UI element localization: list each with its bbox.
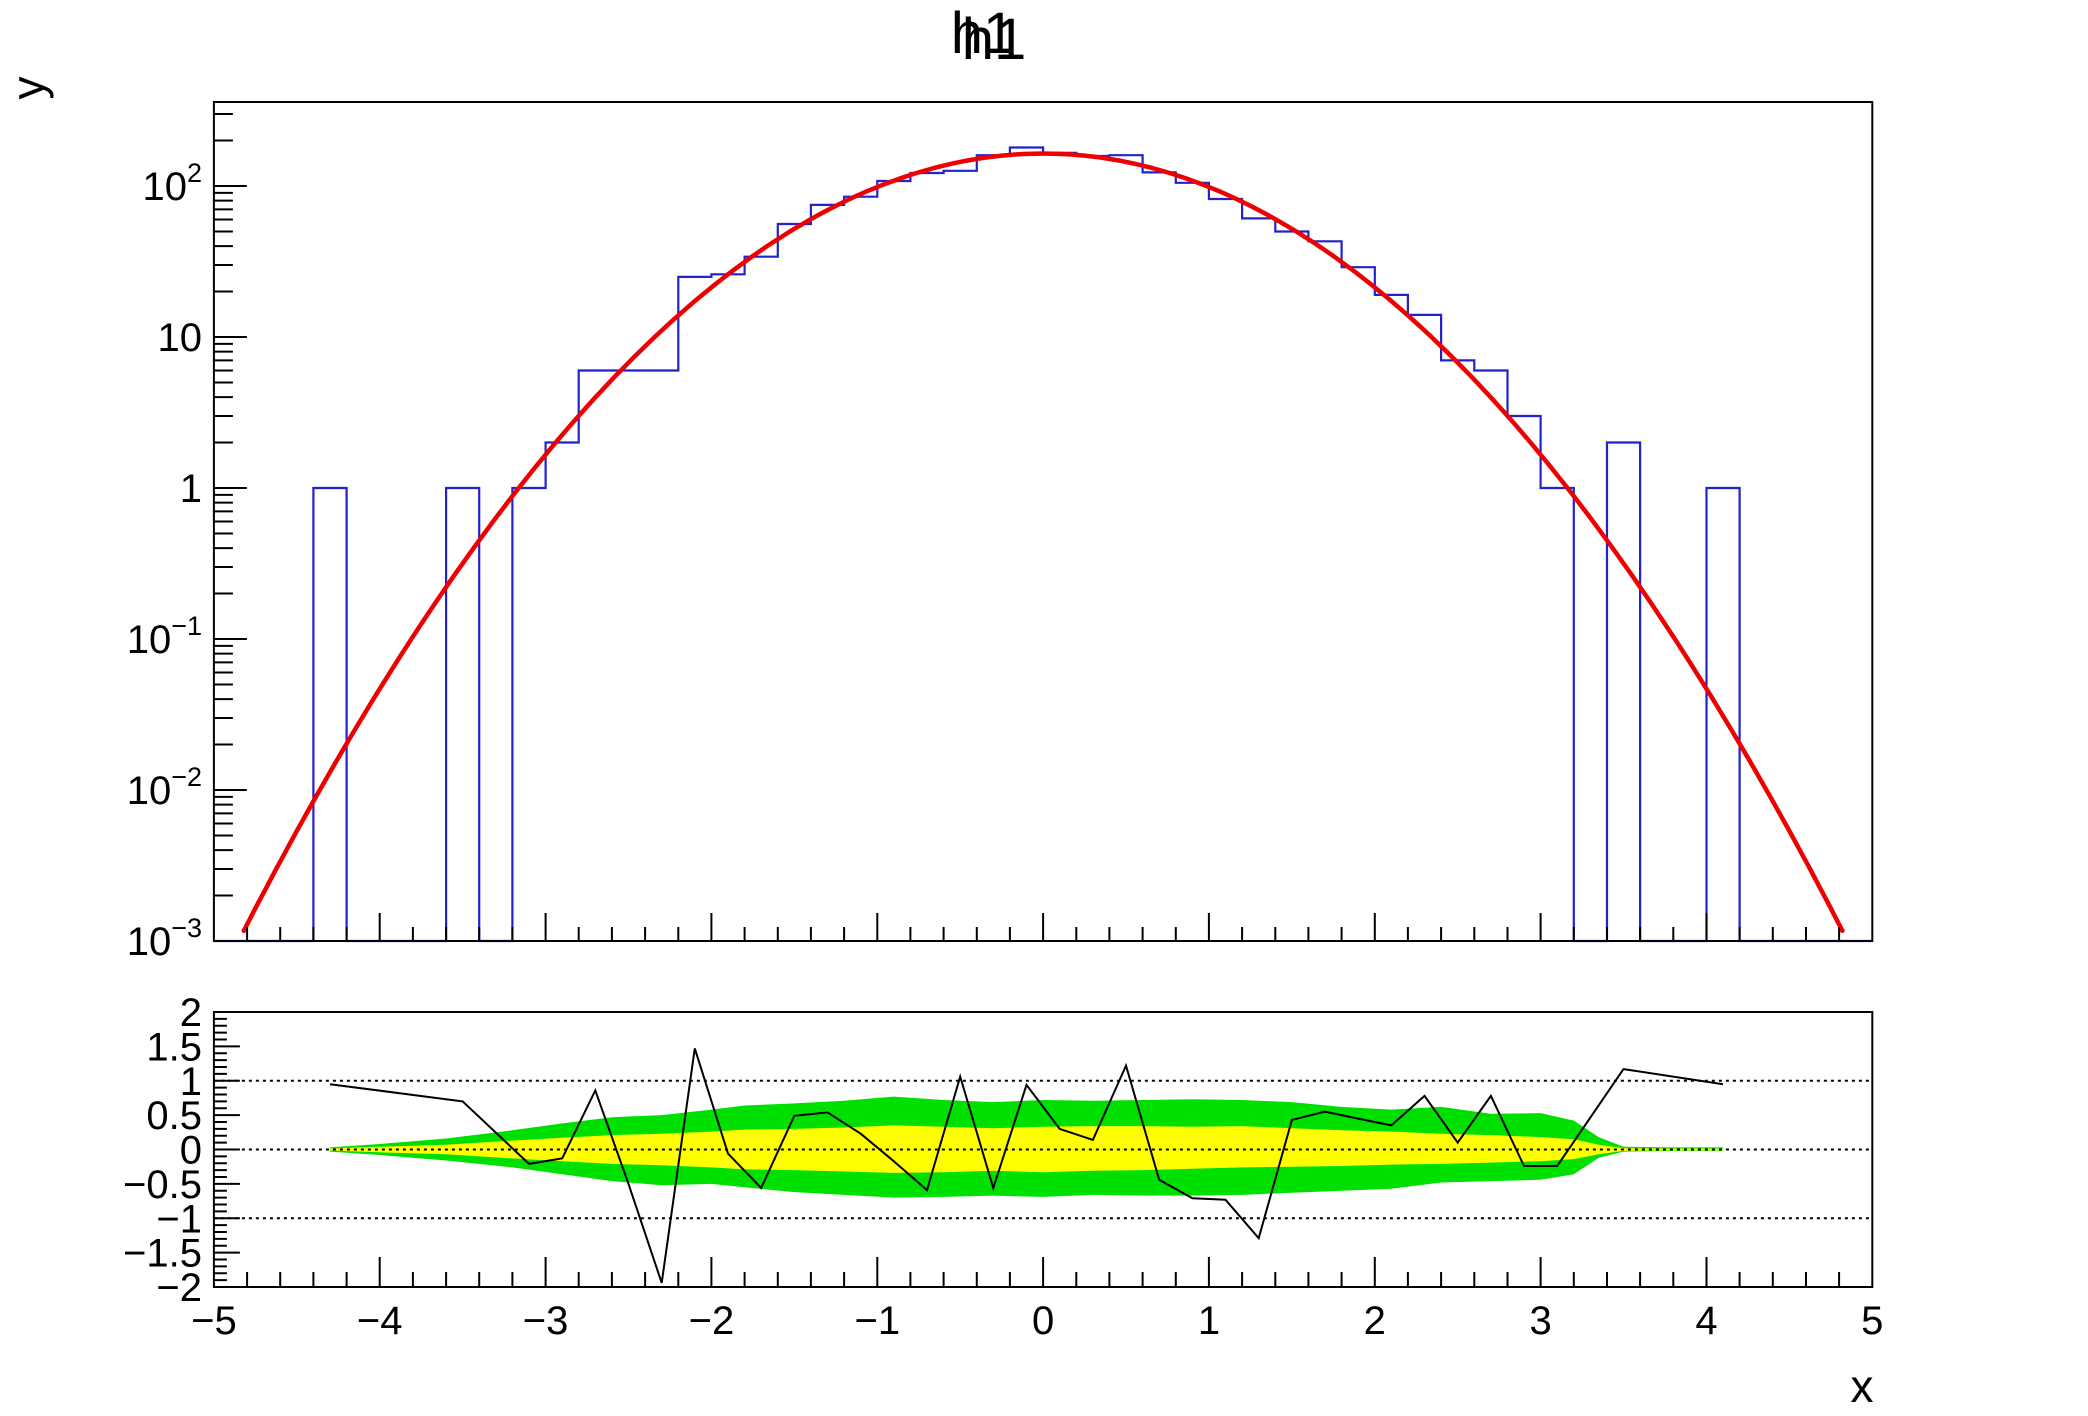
x-tick-label: −3: [523, 1299, 569, 1343]
y-ratio-tick-label: 1: [180, 1060, 202, 1104]
pull-line: [329, 1048, 1724, 1284]
x-tick-label: 2: [1364, 1299, 1386, 1343]
ratio-major-ticks: [213, 1011, 1708, 1288]
main-pad-frame: [212, 101, 1874, 942]
y-ratio-tick-label: −2: [156, 1266, 202, 1310]
y-main-tick-label: 10−1: [127, 611, 202, 662]
chart-title: h1: [961, 7, 1027, 72]
y-ratio-tick-label: −1: [156, 1197, 202, 1241]
main-pad-ticks: [213, 113, 1841, 942]
x-axis-title: x: [1851, 1360, 1874, 1412]
ratio-pad-ticks: [213, 1011, 1841, 1288]
y-main-tick-label: 10−3: [127, 913, 202, 964]
y-ratio-tick-label: 0: [180, 1129, 202, 1173]
y-axis-title: y: [2, 77, 54, 100]
y-main-tick-label: 102: [142, 158, 202, 209]
x-tick-label: −4: [357, 1299, 403, 1343]
y-main-tick-label: 1: [180, 467, 202, 511]
ratio-pad-tick-labels: 21.510.50−0.5−1−1.5−2−5 −4 −3 −2 −1 0 1 2 3 4 5: [123, 991, 1883, 1343]
ratio-pad-series: [329, 1048, 1724, 1284]
x-tick-label: 5: [1861, 1299, 1883, 1343]
y-ratio-tick-label: 0.5: [146, 1094, 202, 1138]
x-tick-label: 3: [1529, 1299, 1551, 1343]
main-pad: 102 10 1 10−1 10−2 10−3 y: [2, 77, 1874, 964]
main-major-ticks: [213, 185, 1708, 942]
x-tick-label: −2: [689, 1299, 735, 1343]
histogram-series: [213, 146, 1873, 943]
fit-curve: [241, 151, 1845, 934]
y-ratio-tick-label: 2: [180, 991, 202, 1035]
y-ratio-tick-label: 1.5: [146, 1025, 202, 1069]
x-tick-label: 4: [1695, 1299, 1717, 1343]
main-frame: [212, 101, 1874, 942]
main-pad-tick-labels: 102 10 1 10−1 10−2 10−3: [127, 158, 202, 964]
main-minor-ticks: [213, 113, 1841, 941]
y-ratio-tick-label: −0.5: [123, 1163, 202, 1207]
x-tick-label: 0: [1032, 1299, 1054, 1343]
y-main-tick-label: 10−2: [127, 762, 202, 813]
x-tick-label: 1: [1198, 1299, 1220, 1343]
ratio-minor-ticks: [213, 1017, 1841, 1287]
y-ratio-tick-label: −1.5: [123, 1232, 202, 1276]
x-tick-label: −1: [854, 1299, 900, 1343]
main-pad-series: [213, 146, 1873, 943]
ratio-pad: 21.510.50−0.5−1−1.5−2−5 −4 −3 −2 −1 0 1 2 3 4 5 x: [123, 991, 1883, 1412]
y-main-tick-label: 10: [158, 316, 203, 360]
ratio-pad-gridlines: [213, 1079, 1873, 1220]
x-tick-label: −5: [191, 1299, 237, 1343]
